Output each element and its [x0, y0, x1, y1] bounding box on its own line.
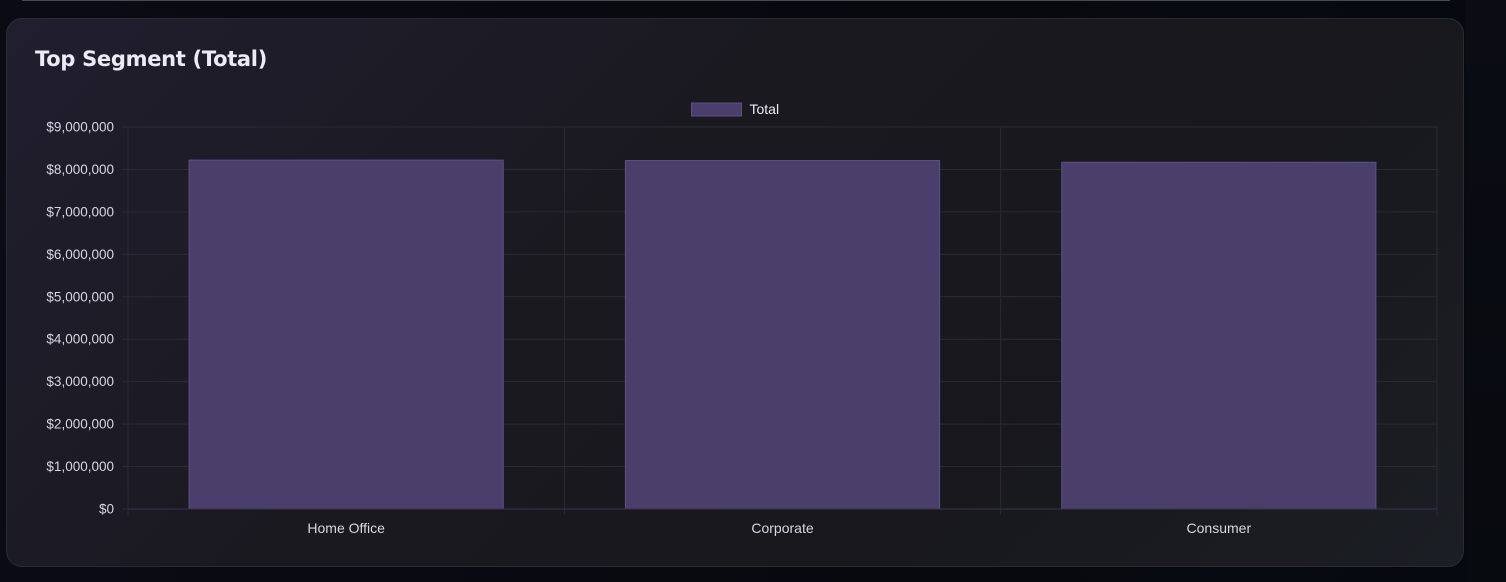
y-tick-label: $3,000,000: [46, 374, 114, 389]
legend-label: Total: [750, 101, 780, 117]
chart-card: Top Segment (Total) $0 $1,000,000 $2,000,0…: [6, 18, 1464, 567]
bar-home-office: [188, 159, 504, 510]
y-tick-label: $0: [99, 502, 114, 517]
legend-swatch: [691, 102, 742, 117]
y-tick-label: $1,000,000: [46, 459, 114, 474]
bar-chart: $0 $1,000,000 $2,000,000 $3,000,000 $4,000,0…: [46, 101, 1438, 536]
card-title: Top Segment (Total): [35, 47, 267, 71]
y-tick-label: $7,000,000: [46, 204, 114, 219]
x-tick-label: Corporate: [751, 520, 813, 536]
x-tick-label: Home Office: [307, 520, 385, 536]
bar-consumer: [1061, 161, 1377, 510]
y-tick-label: $5,000,000: [46, 289, 114, 304]
bar-corporate: [624, 160, 941, 510]
y-tick-label: $4,000,000: [46, 332, 114, 347]
y-tick-label: $6,000,000: [46, 247, 114, 262]
y-tick-label: $2,000,000: [46, 417, 114, 432]
page-background-edge: [1466, 0, 1506, 582]
top-divider: [22, 0, 1450, 1]
y-tick-label: $9,000,000: [46, 120, 114, 135]
x-tick-label: Consumer: [1187, 520, 1252, 536]
y-tick-label: $8,000,000: [46, 162, 114, 177]
